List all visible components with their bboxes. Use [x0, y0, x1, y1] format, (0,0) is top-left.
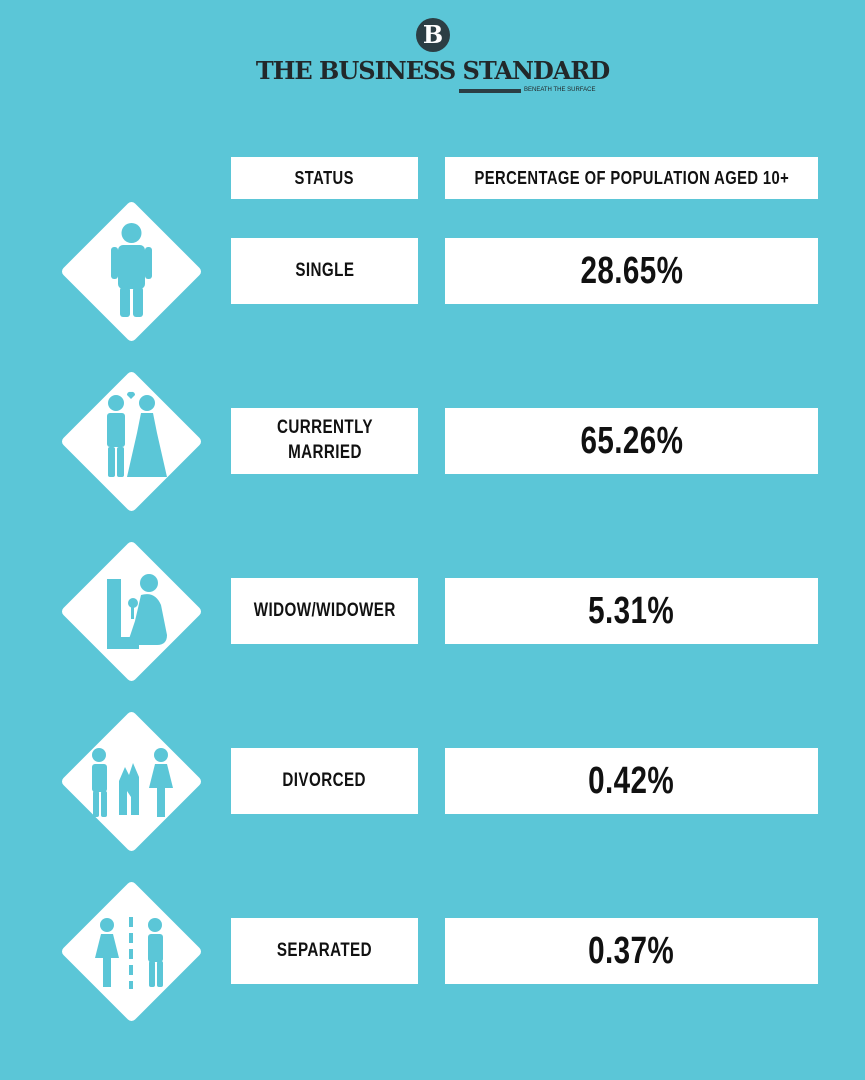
status-cell-divorced: DIVORCED	[231, 748, 418, 814]
status-label: WIDOW/WIDOWER	[253, 599, 396, 621]
status-cell-separated: SEPARATED	[231, 918, 418, 984]
percentage-value: 0.37%	[588, 929, 675, 972]
brand-tagline: BENEATH THE SURFACE	[524, 87, 596, 93]
separated-couple-icon	[61, 881, 202, 1022]
percentage-value: 0.42%	[588, 759, 675, 802]
married-couple-icon	[61, 371, 202, 512]
percentage-cell-currently-married: 65.26%	[445, 408, 818, 474]
brand-underline	[459, 89, 521, 93]
percentage-cell-divorced: 0.42%	[445, 748, 818, 814]
divorced-couple-icon	[61, 711, 202, 852]
status-cell-currently-married: CURRENTLY MARRIED	[231, 408, 418, 474]
percentage-cell-single: 28.65%	[445, 238, 818, 304]
status-label: CURRENTLY MARRIED	[276, 417, 373, 463]
header-status: STATUS	[231, 157, 418, 199]
status-label: DIVORCED	[282, 769, 367, 791]
percentage-cell-separated: 0.37%	[445, 918, 818, 984]
widow-grieving-icon	[61, 541, 202, 682]
single-person-icon	[61, 201, 202, 342]
status-cell-widow: WIDOW/WIDOWER	[231, 578, 418, 644]
status-cell-single: SINGLE	[231, 238, 418, 304]
percentage-value: 65.26%	[580, 419, 683, 462]
percentage-cell-widow: 5.31%	[445, 578, 818, 644]
status-label: SINGLE	[294, 259, 354, 281]
brand-name: THE BUSINESS STANDARD	[255, 56, 610, 85]
header-percentage-label: PERCENTAGE OF POPULATION AGED 10+	[474, 167, 789, 188]
header-percentage: PERCENTAGE OF POPULATION AGED 10+	[445, 157, 818, 199]
percentage-value: 5.31%	[588, 589, 675, 632]
percentage-value: 28.65%	[580, 249, 683, 292]
brand-logo: B THE BUSINESS STANDARD BENEATH THE SURF…	[0, 18, 865, 98]
brand-badge: B	[416, 18, 450, 52]
header-status-label: STATUS	[294, 167, 355, 188]
status-label: SEPARATED	[276, 939, 373, 961]
